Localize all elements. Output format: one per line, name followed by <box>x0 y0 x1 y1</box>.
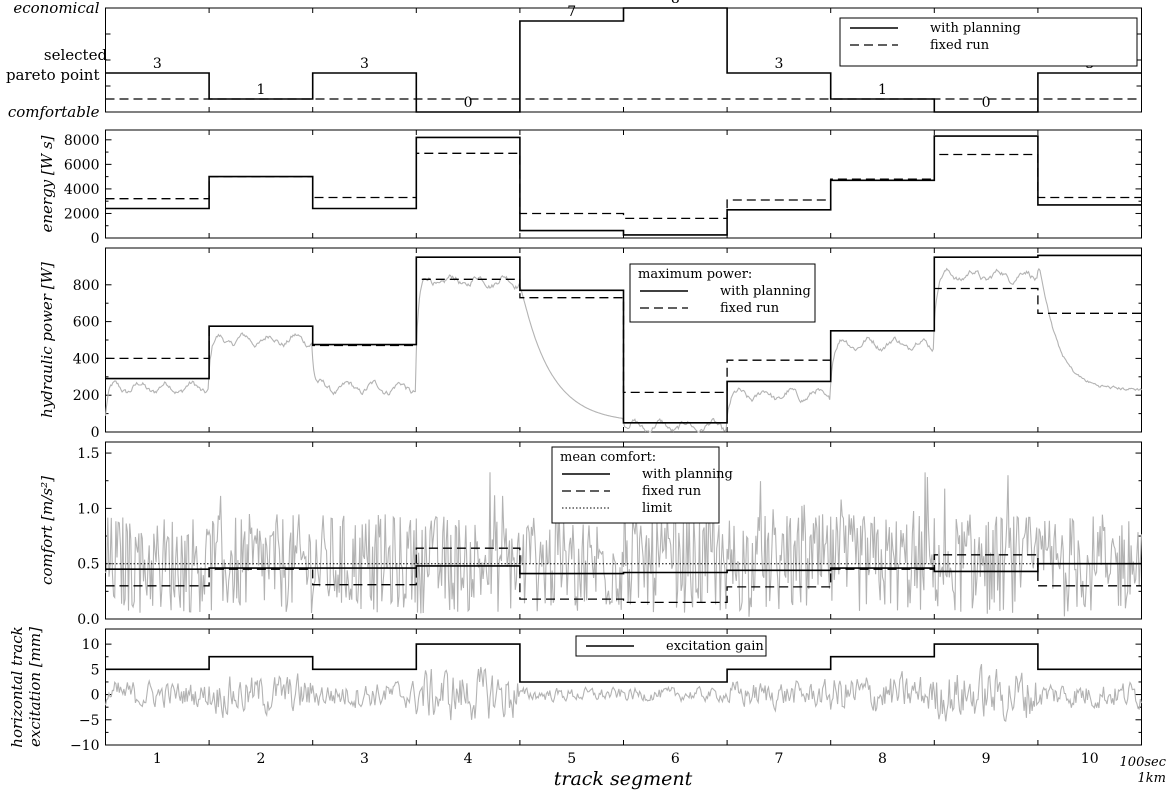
x-tick-label: 6 <box>671 751 680 767</box>
x-unit-time: 100sec <box>1120 755 1167 770</box>
legend-box <box>629 263 816 323</box>
legend-entry: fixed run <box>642 484 702 499</box>
power-panel: 0 200 400 600 800 hydraulic power [W] maximum … <box>38 247 1142 441</box>
series-fixed-run-line <box>105 547 1142 604</box>
data-label: 7 <box>567 4 576 20</box>
y-tick-label: 200 <box>73 388 100 404</box>
y-tick-label: −10 <box>70 738 100 754</box>
y-tick-label: 4000 <box>64 182 100 198</box>
comfort-panel: 0.0 0.5 1.0 1.5 comfort [m/s²] mean comfort: w… <box>38 441 1143 628</box>
excitation-panel: −10 −5 0 5 10 horizontal track excitation [mm]… <box>8 626 1143 754</box>
series-dashed-line <box>105 152 1142 220</box>
series-excitation-gain-line <box>105 643 1142 683</box>
legend-entry: excitation gain <box>666 639 764 654</box>
data-label: 0 <box>464 95 473 111</box>
legend-title: maximum power: <box>638 267 752 282</box>
data-label: 0 <box>982 95 991 111</box>
y-tick-label: 10 <box>82 637 100 653</box>
x-tick-label: 4 <box>464 751 473 767</box>
x-axis-title: track segment <box>554 768 693 790</box>
y-tick-label: 0.0 <box>77 612 99 628</box>
y-axis-title: comfort [m/s²] <box>38 476 56 585</box>
measured-excitation-series <box>104 664 1143 722</box>
legend-box <box>575 635 767 657</box>
y-axis-title: hydraulic power [W] <box>38 262 56 418</box>
data-label: 3 <box>774 56 783 72</box>
legend-entry: fixed run <box>930 38 990 53</box>
y-tick-label: 0 <box>91 425 100 441</box>
y-tick-label: 8000 <box>64 133 100 149</box>
data-label: 1 <box>256 82 265 98</box>
y-category-bottom: comfortable <box>8 103 100 121</box>
y-tick-label: 0.5 <box>77 557 99 573</box>
y-axis-title-line2: excitation [mm] <box>26 627 44 747</box>
y-category-top: economical <box>13 0 99 17</box>
y-tick-label: 5 <box>91 662 100 678</box>
x-tick-label: 3 <box>360 751 369 767</box>
data-label: 3 <box>360 56 369 72</box>
data-label: 8 <box>671 0 680 7</box>
legend-box <box>551 446 720 524</box>
legend-entry: limit <box>642 501 673 516</box>
series-fixed-run-line <box>105 278 1142 394</box>
legend-entry: fixed run <box>720 301 780 316</box>
series-solid-line <box>105 135 1142 236</box>
series-with-planning-line <box>105 562 1142 575</box>
legend-entry: with planning <box>720 284 811 299</box>
plot-frame <box>105 129 1142 239</box>
x-tick-label: 7 <box>774 751 783 767</box>
legend-entry: with planning <box>930 21 1021 36</box>
y-axis-title-line1: horizontal track <box>8 626 26 747</box>
y-tick-label: 2000 <box>64 206 100 222</box>
legend-entry: with planning <box>642 467 733 482</box>
measured-comfort-series <box>104 472 1143 617</box>
y-tick-label: 0 <box>91 231 100 247</box>
energy-panel: 0 2000 4000 6000 8000 energy [W s] <box>38 129 1142 247</box>
y-category-middle-line1: selected <box>44 46 108 64</box>
series-with-planning-line <box>105 7 1142 113</box>
y-tick-label: 1.0 <box>77 501 99 517</box>
x-tick-label: 10 <box>1081 751 1099 767</box>
x-tick-label: 9 <box>982 751 991 767</box>
legend-box <box>839 17 1138 67</box>
x-unit-distance: 1km <box>1138 771 1166 786</box>
y-tick-label: −5 <box>79 713 100 729</box>
x-tick-label: 1 <box>153 751 162 767</box>
y-tick-label: 0 <box>91 688 100 704</box>
x-tick-label: 5 <box>567 751 576 767</box>
y-category-middle-line2: pareto point <box>6 66 100 84</box>
y-tick-label: 400 <box>73 351 100 367</box>
y-tick-label: 6000 <box>64 157 100 173</box>
x-tick-label: 8 <box>878 751 887 767</box>
legend-title: mean comfort: <box>560 450 656 465</box>
y-tick-label: 800 <box>73 278 100 294</box>
y-tick-label: 1.5 <box>77 446 99 462</box>
y-axis-title: energy [W s] <box>38 135 56 232</box>
data-label: 3 <box>153 56 162 72</box>
x-tick-label: 2 <box>256 751 265 767</box>
data-label: 1 <box>878 82 887 98</box>
y-tick-label: 600 <box>73 315 100 331</box>
x-tick-labels: 1 2 3 4 5 6 7 8 9 10 <box>153 751 1099 767</box>
pareto-panel: 3130783103economicalselectedpareto point… <box>6 0 1142 121</box>
